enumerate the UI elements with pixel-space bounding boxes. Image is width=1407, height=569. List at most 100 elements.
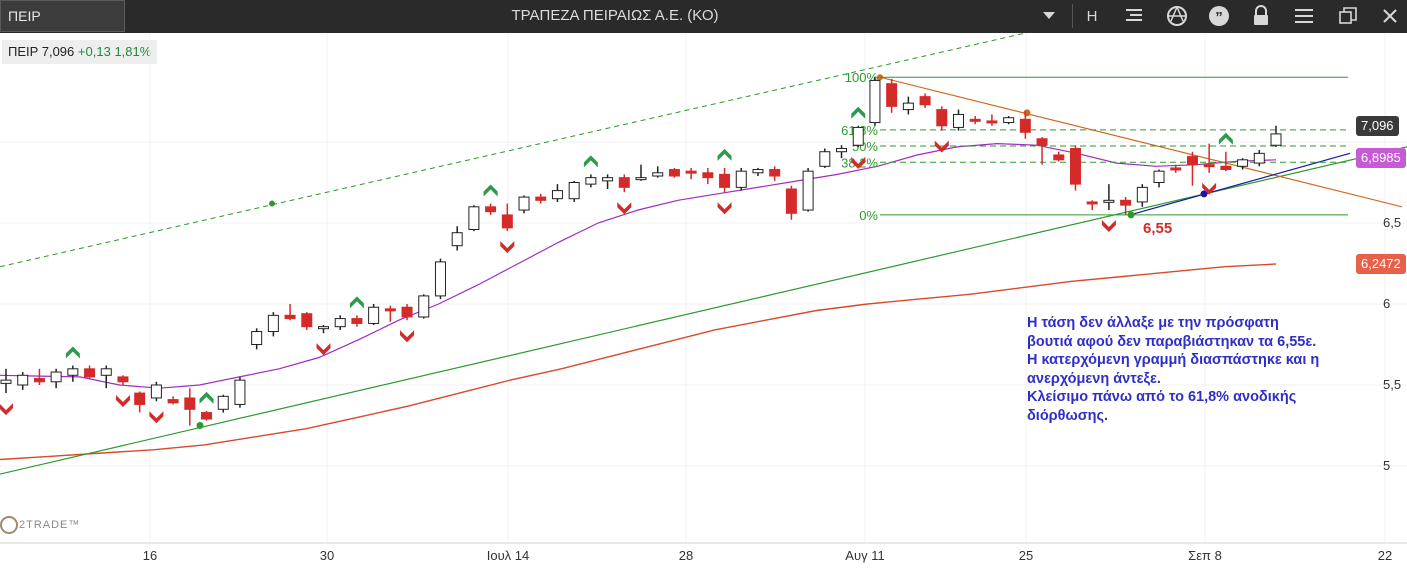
candle-body bbox=[1186, 156, 1198, 166]
candle-body bbox=[217, 395, 229, 410]
fractal-up-marker bbox=[583, 155, 598, 168]
x-tick-label: 22 bbox=[1377, 548, 1393, 563]
y-tick-label: 5,5 bbox=[1383, 377, 1402, 392]
candle-body bbox=[652, 172, 664, 177]
price-chart[interactable]: 100%61.8%50%38.2%0%6,55 bbox=[0, 33, 1407, 569]
candle-body bbox=[1153, 170, 1165, 184]
candle-body bbox=[351, 318, 363, 324]
candle-body bbox=[919, 96, 931, 106]
instrument-title: ΤΡΑΠΕΖΑ ΠΕΙΡΑΙΩΣ Α.Ε. (ΚΟ) bbox=[511, 7, 719, 24]
toolbar-divider bbox=[1072, 4, 1073, 28]
fractal-down-marker bbox=[717, 202, 732, 215]
annotation-line: διόρθωσης. bbox=[1027, 407, 1109, 424]
candle-body bbox=[1220, 165, 1232, 171]
candle-body bbox=[1019, 118, 1031, 133]
candle-body bbox=[602, 177, 614, 182]
fractal-up-marker bbox=[199, 391, 214, 404]
quote-change: +0,13 bbox=[77, 44, 111, 59]
candle-body bbox=[685, 170, 697, 174]
candle-body bbox=[150, 384, 162, 399]
trendline-anchor-point bbox=[1023, 109, 1031, 117]
trendline-anchor-point bbox=[269, 200, 275, 207]
candle-body bbox=[969, 118, 981, 122]
restore-icon[interactable] bbox=[1331, 0, 1365, 32]
candle-body bbox=[251, 331, 263, 346]
candle-body bbox=[201, 412, 213, 420]
candle-body bbox=[134, 392, 146, 405]
candle-body bbox=[735, 170, 747, 188]
chevron-down-icon[interactable] bbox=[1032, 0, 1066, 32]
candle-body bbox=[501, 214, 513, 229]
candle-body bbox=[184, 397, 196, 410]
candle-body bbox=[84, 368, 96, 378]
annotation-line: Η κατερχόμενη γραμμή διασπάστηκε και η bbox=[1027, 352, 1320, 368]
y-tick-label: 6 bbox=[1383, 296, 1391, 311]
fractal-up-marker bbox=[349, 296, 364, 309]
menu-icon[interactable] bbox=[1287, 0, 1321, 32]
fractal-up-marker bbox=[717, 148, 732, 161]
x-tick-label: 28 bbox=[678, 548, 694, 563]
candle-body bbox=[535, 196, 547, 201]
fibonacci-level-label: 0% bbox=[859, 208, 878, 223]
price-tag: 6,8985 bbox=[1356, 148, 1406, 169]
candle-body bbox=[100, 368, 112, 376]
fractal-up-marker bbox=[1218, 132, 1233, 145]
lines-icon[interactable] bbox=[1117, 0, 1151, 32]
candle-body bbox=[802, 170, 814, 211]
x-tick-label: Σεπ 8 bbox=[1188, 548, 1222, 563]
candle-body bbox=[384, 308, 396, 312]
close-icon[interactable] bbox=[1373, 0, 1407, 32]
fractal-up-marker bbox=[851, 106, 866, 119]
fractal-down-marker bbox=[934, 140, 949, 153]
candle-body bbox=[518, 196, 530, 211]
broker-logo: 2TRADE™ bbox=[0, 516, 80, 534]
candle-body bbox=[368, 306, 380, 324]
x-tick-label: 30 bbox=[319, 548, 335, 563]
candle-body bbox=[67, 368, 79, 376]
symbol-input[interactable]: ΠΕΙΡ bbox=[0, 0, 125, 32]
candle-body bbox=[167, 399, 179, 404]
trendline-anchor-point bbox=[1200, 190, 1208, 198]
interval-button[interactable]: H bbox=[1086, 7, 1098, 25]
annotation-line: Η τάση δεν άλλαξε με την πρόσφατη bbox=[1027, 315, 1279, 331]
candle-body bbox=[50, 371, 62, 383]
candle-body bbox=[668, 169, 680, 177]
candle-body bbox=[568, 182, 580, 200]
candle-body bbox=[301, 313, 313, 328]
trendline-uptrend bbox=[0, 146, 1407, 475]
candle-body bbox=[1053, 154, 1065, 161]
moving-average-short bbox=[0, 142, 1277, 389]
candle-body bbox=[769, 169, 781, 177]
y-tick-label: 6,5 bbox=[1383, 215, 1402, 230]
candle-body bbox=[635, 177, 647, 181]
candle-body bbox=[869, 79, 881, 124]
candle-body bbox=[318, 326, 329, 330]
globe-icon[interactable] bbox=[1160, 0, 1194, 32]
lock-icon[interactable] bbox=[1244, 0, 1278, 32]
candle-body bbox=[1203, 164, 1215, 168]
fractal-down-marker bbox=[400, 330, 415, 343]
x-tick-label: 25 bbox=[1018, 548, 1034, 563]
candle-body bbox=[451, 232, 463, 247]
price-tag: 7,096 bbox=[1356, 116, 1399, 137]
x-tick-label: Αυγ 11 bbox=[845, 548, 885, 563]
candle-body bbox=[1036, 138, 1048, 146]
fractal-down-marker bbox=[0, 403, 13, 416]
candle-body bbox=[485, 206, 497, 213]
candle-body bbox=[1103, 199, 1115, 203]
fractal-down-marker bbox=[1202, 182, 1217, 195]
candle-body bbox=[33, 378, 45, 383]
candle-body bbox=[1136, 186, 1148, 203]
candle-body bbox=[334, 318, 346, 328]
candle-body bbox=[886, 83, 898, 107]
quote-icon[interactable]: ” bbox=[1202, 0, 1236, 32]
candle-body bbox=[936, 109, 948, 127]
candle-body bbox=[585, 177, 597, 185]
x-tick-label: Ιουλ 14 bbox=[486, 548, 530, 563]
candle-body bbox=[702, 172, 714, 179]
fractal-down-marker bbox=[1101, 220, 1116, 233]
candle-body bbox=[468, 206, 480, 230]
candle-body bbox=[234, 379, 246, 405]
candle-body bbox=[819, 151, 831, 167]
logo-text: 2TRADE™ bbox=[19, 518, 81, 531]
